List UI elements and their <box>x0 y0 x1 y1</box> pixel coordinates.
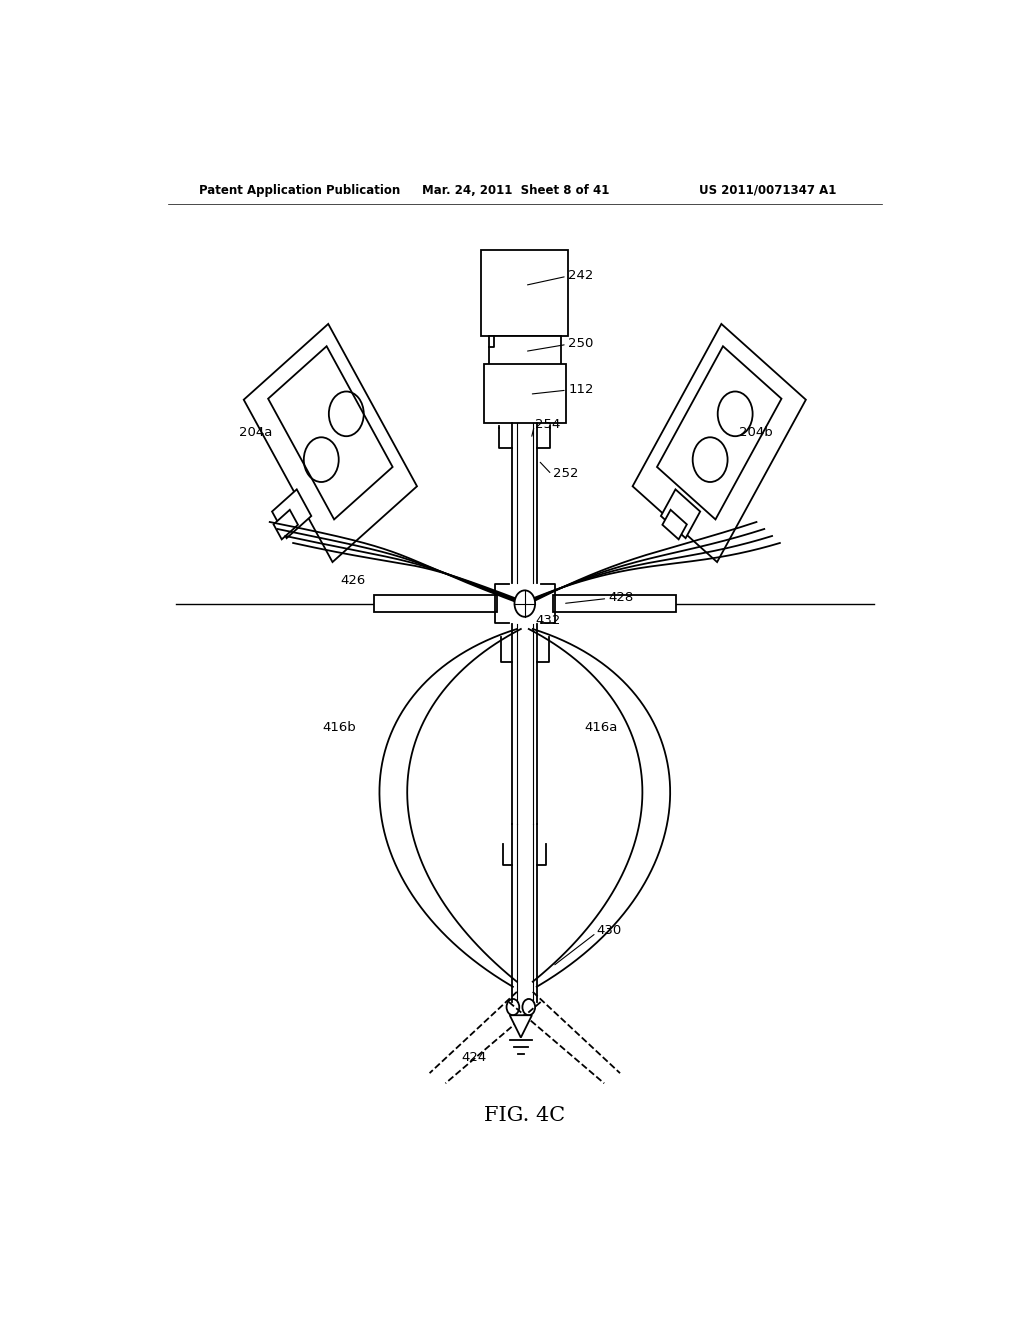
Polygon shape <box>481 249 568 337</box>
Polygon shape <box>657 346 781 520</box>
Text: 250: 250 <box>568 337 594 350</box>
Text: 112: 112 <box>568 383 594 396</box>
Text: Mar. 24, 2011  Sheet 8 of 41: Mar. 24, 2011 Sheet 8 of 41 <box>422 183 609 197</box>
Polygon shape <box>483 364 566 422</box>
Polygon shape <box>244 323 417 562</box>
Polygon shape <box>553 595 676 611</box>
Polygon shape <box>374 595 497 611</box>
Text: Patent Application Publication: Patent Application Publication <box>200 183 400 197</box>
Polygon shape <box>489 337 560 367</box>
Text: 416b: 416b <box>323 721 356 734</box>
Text: 432: 432 <box>536 614 560 627</box>
Text: US 2011/0071347 A1: US 2011/0071347 A1 <box>699 183 837 197</box>
Polygon shape <box>272 490 311 539</box>
Polygon shape <box>268 346 392 520</box>
Text: 252: 252 <box>553 467 579 480</box>
Text: FIG. 4C: FIG. 4C <box>484 1106 565 1126</box>
Text: 242: 242 <box>568 269 594 281</box>
Polygon shape <box>663 510 687 540</box>
Polygon shape <box>510 1015 531 1038</box>
Text: 426: 426 <box>341 574 366 586</box>
Polygon shape <box>660 490 700 539</box>
Text: 416a: 416a <box>585 721 617 734</box>
Text: 254: 254 <box>536 418 560 432</box>
Polygon shape <box>273 510 298 540</box>
Text: 424: 424 <box>461 1052 486 1064</box>
Text: 204a: 204a <box>240 426 272 440</box>
Polygon shape <box>633 323 806 562</box>
Text: 430: 430 <box>596 924 622 937</box>
Text: 204b: 204b <box>739 426 773 440</box>
Text: 428: 428 <box>608 591 634 605</box>
Circle shape <box>514 590 536 616</box>
